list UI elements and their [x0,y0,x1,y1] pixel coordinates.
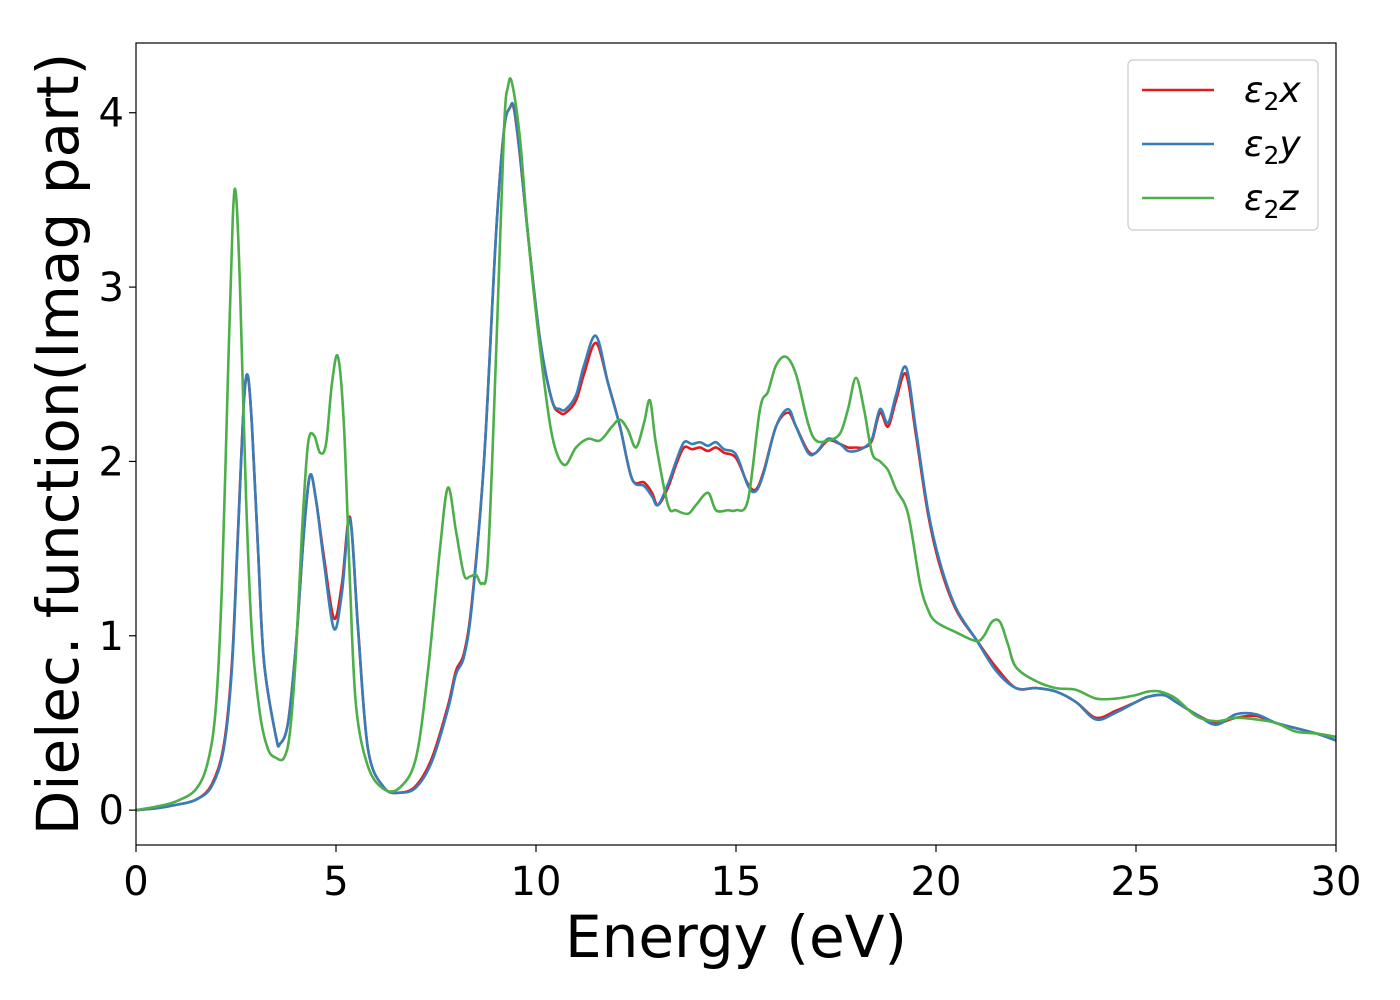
axis-ticks: 0 5 10 15 20 25 30 0 1 2 3 4 [99,91,1362,905]
legend: ε2x ε2y ε2z [1127,59,1319,231]
x-tick-label: 10 [511,859,562,905]
x-tick-label: 15 [711,859,762,905]
x-tick-label: 30 [1311,859,1362,905]
legend-label-z: ε2z [1244,178,1299,224]
series-layer [136,77,1336,812]
series-line-z [136,77,1336,812]
legend-box [1127,59,1319,231]
y-tick-label: 0 [99,788,124,834]
y-tick-label: 4 [99,91,124,137]
x-tick-label: 25 [1111,859,1162,905]
y-tick-label: 3 [99,265,124,311]
y-tick-label: 2 [99,439,124,485]
y-axis-label: Dielec. function(Imag part) [24,53,92,836]
y-tick-label: 1 [99,614,124,660]
x-tick-label: 5 [323,859,348,905]
x-tick-label: 0 [123,859,148,905]
x-tick-label: 20 [911,859,962,905]
x-axis-label: Energy (eV) [565,903,907,971]
legend-label-y: ε2y [1244,124,1301,170]
legend-label-x: ε2x [1244,70,1301,116]
